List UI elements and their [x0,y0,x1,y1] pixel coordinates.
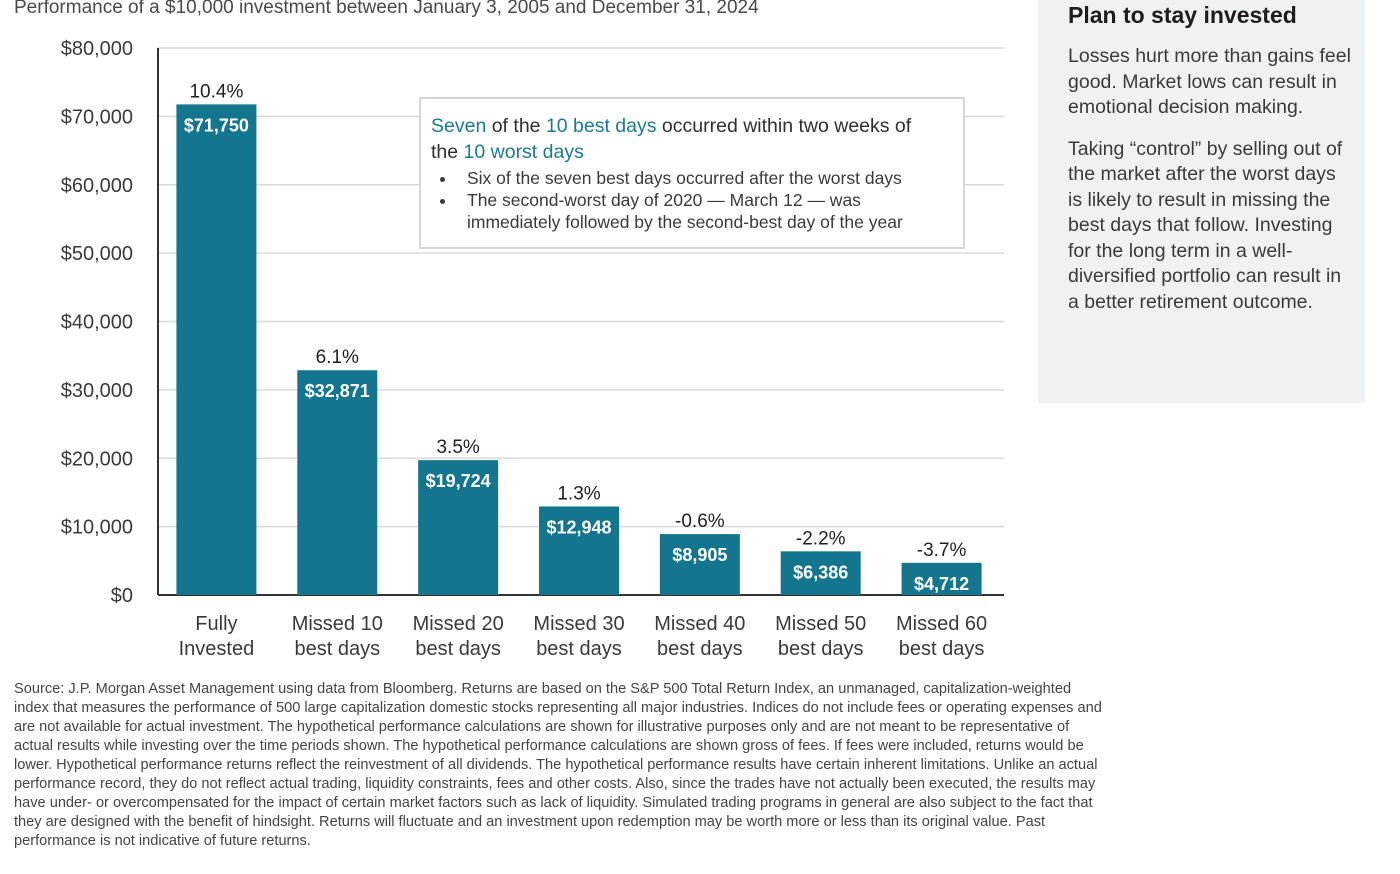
x-tick-label: best days [536,638,622,660]
bar-return-label: -2.2% [796,528,846,549]
bar-return-label: 10.4% [189,81,243,102]
y-tick-label: $10,000 [61,517,133,539]
x-tick-label: best days [899,638,985,660]
callout-bullets: Six of the seven best days occurred afte… [431,167,957,233]
bar [418,460,499,595]
bar-value-label: $71,750 [184,115,249,135]
callout-bullet: Six of the seven best days occurred afte… [457,167,957,189]
sidebar-panel: Plan to stay invested Losses hurt more t… [1038,0,1365,403]
y-tick-label: $40,000 [61,312,133,334]
bar-value-label: $4,712 [914,574,969,594]
sidebar-paragraph: Losses hurt more than gains feel good. M… [1068,45,1351,118]
bar-value-label: $8,905 [672,545,727,565]
y-tick-label: $0 [111,585,133,607]
bar-return-label: 6.1% [316,347,359,368]
callout-the: the [431,141,464,163]
bar [297,370,378,595]
x-tick-label: best days [415,638,501,660]
callout-seven: Seven [431,115,487,137]
x-tick-label: Missed 30 [533,613,624,635]
y-tick-label: $80,000 [61,38,133,60]
x-tick-label: Missed 60 [896,613,987,635]
bar-value-label: $32,871 [305,381,370,401]
x-tick-label: Missed 10 [292,613,383,635]
bar-value-label: $19,724 [426,471,491,491]
bar [176,104,257,596]
y-tick-label: $30,000 [61,380,133,402]
bar-return-label: -0.6% [675,511,725,532]
x-tick-label: Missed 50 [775,613,866,635]
sidebar-paragraph: Taking “control” by selling out of the m… [1068,137,1343,313]
sidebar-title: Plan to stay invested [1068,2,1297,28]
y-tick-label: $20,000 [61,448,133,470]
callout-heading: Seven of the 10 best days occurred withi… [431,113,957,165]
source-footnote: Source: J.P. Morgan Asset Management usi… [14,681,1102,849]
x-tick-label: best days [778,638,864,660]
bar-return-label: -3.7% [917,540,967,561]
bar-return-label: 1.3% [557,483,600,504]
x-tick-label: Fully [195,613,237,635]
callout-box: Seven of the 10 best days occurred withi… [419,97,965,249]
bar [901,562,982,595]
bar-value-label: $12,948 [546,517,611,537]
bar-chart: $0 $10,000 $20,000 $30,000 $40,000 $50,000 $60… [61,38,1004,660]
callout-worst-days: 10 worst days [463,141,584,163]
callout-best-days: 10 best days [545,115,657,137]
y-tick-label: $70,000 [61,106,133,128]
bar-return-label: 3.5% [436,437,479,458]
bar [539,506,619,595]
bar [659,534,740,595]
y-tick-label: $50,000 [61,243,133,265]
chart-subtitle: Performance of a $10,000 investment betw… [14,0,759,18]
callout-of-the: of the [486,115,546,137]
x-tick-label: best days [657,638,743,660]
x-tick-label: Invested [179,638,255,660]
chart-svg: $0 $10,000 $20,000 $30,000 $40,000 $50,000 $60… [61,38,1004,660]
x-tick-label: best days [294,638,380,660]
y-tick-label: $60,000 [61,175,133,197]
callout-bullet: The second-worst day of 2020 — March 12 … [457,189,957,233]
x-tick-label: Missed 40 [654,613,745,635]
x-tick-label: Missed 20 [413,613,504,635]
callout-rest: occurred within two weeks of [656,115,912,137]
bar-value-label: $6,386 [793,562,848,582]
bar [780,551,861,595]
